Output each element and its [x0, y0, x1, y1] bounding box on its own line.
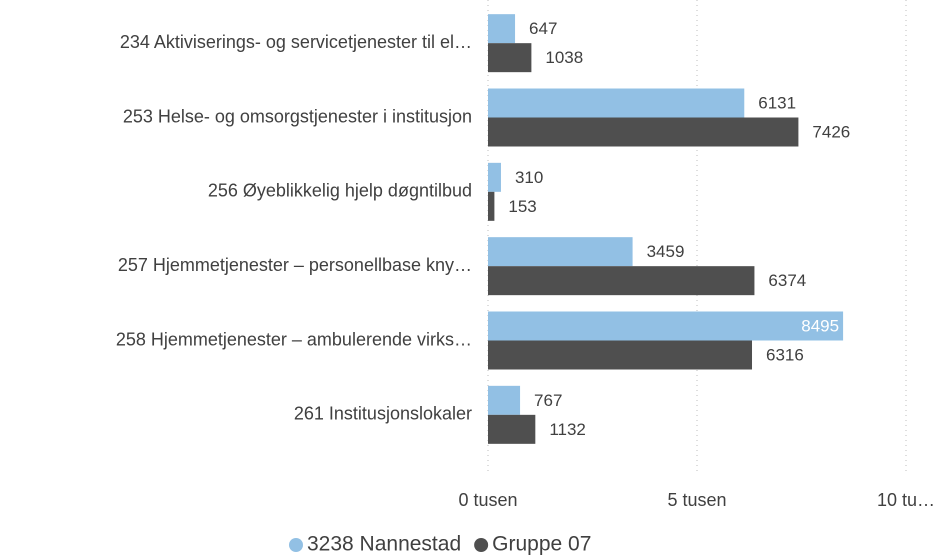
- bar: [488, 14, 516, 44]
- data-label: 7426: [812, 122, 850, 141]
- data-label: 6131: [758, 93, 796, 112]
- x-tick-label: 0 tusen: [458, 490, 517, 510]
- bar: [488, 43, 532, 73]
- category-label: 257 Hjemmetjenester – personellbase kny…: [118, 255, 472, 275]
- data-label: 647: [529, 19, 557, 38]
- legend: 3238 Nannestad Gruppe 07: [289, 533, 591, 556]
- bar: [488, 191, 495, 221]
- data-label: 6316: [766, 345, 804, 364]
- bar: [488, 414, 536, 444]
- bar: [488, 117, 799, 147]
- category-label: 253 Helse- og omsorgstjenester i institu…: [123, 106, 472, 126]
- category-label: 258 Hjemmetjenester – ambulerende virks…: [116, 329, 472, 349]
- bar: [488, 162, 501, 192]
- bar: [488, 266, 755, 296]
- data-label: 1132: [549, 420, 586, 439]
- legend-label: Gruppe 07: [492, 533, 591, 556]
- data-label: 767: [534, 391, 562, 410]
- data-label: 1038: [545, 48, 583, 67]
- data-label: 153: [508, 197, 536, 216]
- data-label: 6374: [768, 271, 806, 290]
- legend-marker: [474, 538, 489, 552]
- data-label: 8495: [801, 316, 839, 335]
- x-tick-label: 10 tu…: [877, 490, 935, 510]
- category-label: 256 Øyeblikkelig hjelp døgntilbud: [208, 181, 472, 201]
- bar: [488, 340, 753, 370]
- bar: [488, 385, 521, 415]
- bar: [488, 311, 844, 341]
- data-label: 310: [515, 168, 543, 187]
- x-tick-label: 5 tusen: [667, 490, 726, 510]
- legend-marker: [289, 538, 303, 552]
- data-label: 3459: [647, 242, 685, 261]
- category-label: 234 Aktiviserings- og servicetjenester t…: [120, 32, 472, 52]
- category-label: 261 Institusjonslokaler: [294, 404, 472, 424]
- bar: [488, 88, 745, 118]
- bar: [488, 237, 633, 267]
- legend-label: 3238 Nannestad: [307, 533, 461, 556]
